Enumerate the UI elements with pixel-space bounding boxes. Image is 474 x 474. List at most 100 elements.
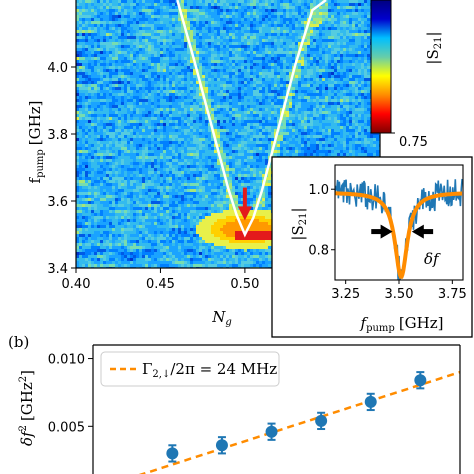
heatmap-cell [316, 45, 320, 49]
heatmap-cell [211, 0, 215, 4]
heatmap-cell [163, 0, 167, 4]
heatmap-cell [349, 39, 353, 43]
heatmap-cell [319, 9, 323, 13]
heatmap-cell [352, 0, 356, 4]
heatmap-cell [313, 99, 317, 103]
heatmap-cell [283, 42, 287, 46]
heatmap-cell [277, 39, 281, 43]
heatmap-cell [151, 36, 155, 40]
heatmap-cell [376, 135, 380, 139]
heatmap-cell [223, 93, 227, 97]
heatmap-cell [271, 135, 275, 139]
heatmap-cell [313, 123, 317, 127]
heatmap-cell [343, 132, 347, 136]
heatmap-cell [94, 123, 98, 127]
heatmap-cell [244, 27, 248, 31]
heatmap-cell [121, 18, 125, 22]
heatmap-cell [253, 114, 257, 118]
heatmap-cell [283, 96, 287, 100]
heatmap-cell [118, 12, 122, 16]
heatmap-cell [100, 30, 104, 34]
heatmap-cell [310, 39, 314, 43]
heatmap-cell [202, 87, 206, 91]
heatmap-cell [106, 57, 110, 61]
heatmap-cell [166, 45, 170, 49]
heatmap-cell [277, 135, 281, 139]
heatmap-cell [259, 99, 263, 103]
heatmap-cell [253, 21, 257, 25]
heatmap-cell [106, 90, 110, 94]
heatmap-cell [337, 24, 341, 28]
heatmap-cell [253, 63, 257, 67]
heatmap-cell [172, 3, 176, 7]
heatmap-cell [367, 21, 371, 25]
heatmap-cell [199, 18, 203, 22]
heatmap-cell [298, 57, 302, 61]
heatmap-cell [241, 81, 245, 85]
heatmap-cell [208, 111, 212, 115]
heatmap-cell [136, 15, 140, 19]
heatmap-cell [160, 93, 164, 97]
heatmap-cell [145, 27, 149, 31]
heatmap-cell [133, 99, 137, 103]
heatmap-cell [154, 69, 158, 73]
heatmap-cell [112, 117, 116, 121]
heatmap-cell [94, 30, 98, 34]
heatmap-cell [175, 138, 179, 142]
heatmap-cell [223, 45, 227, 49]
heatmap-cell [163, 123, 167, 127]
heatmap-cell [259, 54, 263, 58]
heatmap-cell [358, 9, 362, 13]
heatmap-cell [172, 87, 176, 91]
heatmap-cell [295, 12, 299, 16]
heatmap-cell [268, 93, 272, 97]
heatmap-cell [352, 24, 356, 28]
heatmap-cell [127, 69, 131, 73]
heatmap-cell [100, 129, 104, 133]
heatmap-cell [220, 120, 224, 124]
heatmap-cell [238, 120, 242, 124]
heatmap-cell [217, 120, 221, 124]
heatmap-cell [127, 12, 131, 16]
heatmap-cell [175, 84, 179, 88]
heatmap-cell [307, 114, 311, 118]
heatmap-cell [112, 36, 116, 40]
heatmap-cell [160, 27, 164, 31]
heatmap-cell [163, 15, 167, 19]
heatmap-cell [319, 132, 323, 136]
heatmap-cell [181, 108, 185, 112]
heatmap-cell [325, 102, 329, 106]
heatmap-cell [292, 114, 296, 118]
heatmap-cell [217, 75, 221, 79]
heatmap-cell [220, 21, 224, 25]
heatmap-cell [268, 135, 272, 139]
heatmap-cell [172, 117, 176, 121]
heatmap-cell [355, 123, 359, 127]
heatmap-cell [313, 15, 317, 19]
heatmap-cell [205, 36, 209, 40]
heatmap-cell [244, 63, 248, 67]
heatmap-cell [181, 144, 185, 148]
heatmap-cell [172, 138, 176, 142]
heatmap-cell [115, 63, 119, 67]
heatmap-cell [232, 105, 236, 109]
heatmap-cell [214, 129, 218, 133]
heatmap-cell [139, 96, 143, 100]
heatmap-cell [118, 21, 122, 25]
heatmap-cell [193, 0, 197, 4]
heatmap-cell [277, 87, 281, 91]
heatmap-cell [319, 135, 323, 139]
heatmap-cell [280, 69, 284, 73]
heatmap-cell [112, 63, 116, 67]
heatmap-cell [97, 60, 101, 64]
heatmap-cell [340, 42, 344, 46]
heatmap-cell [226, 54, 230, 58]
heatmap-cell [343, 129, 347, 133]
heatmap-cell [349, 111, 353, 115]
heatmap-cell [157, 66, 161, 70]
heatmap-cell [163, 105, 167, 109]
heatmap-cell [88, 3, 92, 7]
heatmap-cell [253, 129, 257, 133]
heatmap-cell [196, 144, 200, 148]
heatmap-cell [244, 96, 248, 100]
